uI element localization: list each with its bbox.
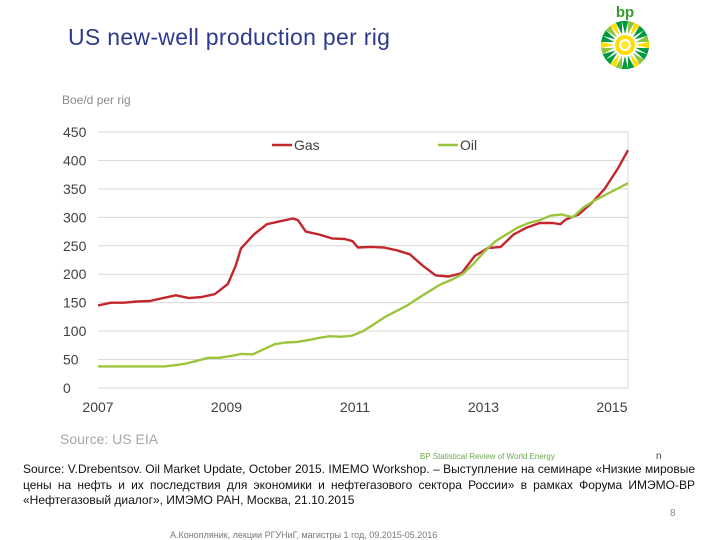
helios-petal [634, 50, 648, 60]
bp-helios-icon [600, 20, 650, 70]
x-tick-label: 2009 [211, 399, 242, 415]
x-tick-label: 2013 [468, 399, 499, 415]
y-tick-label: 50 [63, 352, 79, 368]
legend-label-gas: Gas [294, 137, 320, 153]
y-axis-label: Boe/d per rig [62, 93, 131, 107]
gridlines [98, 131, 629, 389]
series-lines [97, 149, 630, 368]
y-tick-label: 0 [63, 380, 71, 396]
helios-petal [602, 30, 616, 40]
footer-text: А.Конопляник, лекции РГУНиГ, магистры 1 … [170, 530, 438, 540]
helios-petal [615, 20, 623, 35]
helios-petal [630, 54, 640, 68]
citation-text: Source: V.Drebentsov. Oil Market Update,… [23, 462, 695, 507]
helios-petal [621, 21, 629, 34]
page-number: 8 [670, 508, 676, 519]
helios-petal [635, 47, 650, 55]
x-axis-ticks: 2007 2009 2011 2013 2015 [82, 399, 627, 415]
y-tick-label: 450 [63, 124, 87, 140]
series-line-gas [97, 149, 630, 307]
helios-petal [601, 41, 614, 49]
helios-petal [610, 22, 620, 36]
legend: Gas Oil [272, 137, 477, 153]
bp-logo-text: bp [615, 4, 635, 21]
helios-petal [621, 56, 629, 69]
helios-petal [615, 55, 623, 70]
helios-petal [634, 30, 648, 40]
helios-petal [627, 20, 635, 35]
y-tick-label: 350 [63, 181, 87, 197]
y-tick-label: 300 [63, 209, 87, 225]
helios-petal [632, 52, 645, 65]
corner-mark: n [656, 451, 662, 462]
x-tick-label: 2011 [340, 399, 370, 415]
y-tick-label: 250 [63, 238, 87, 254]
helios-petal [600, 35, 615, 43]
helios-petal [602, 50, 616, 60]
helios-petal [630, 22, 640, 36]
helios-petal [600, 47, 615, 55]
y-tick-label: 200 [63, 266, 87, 282]
slide-title: US new-well production per rig [68, 24, 391, 50]
bp-logo: bp [598, 4, 652, 70]
helios-petal [610, 54, 620, 68]
helios-petal [636, 41, 649, 49]
helios-petal [632, 25, 645, 38]
legend-label-oil: Oil [460, 137, 477, 153]
x-tick-label: 2007 [82, 399, 113, 415]
series-line-oil [98, 182, 629, 368]
watermark: BP Statistical Review of World Energy [420, 452, 555, 461]
helios-petal [605, 52, 618, 65]
source-note: Source: US EIA [60, 431, 159, 447]
helios-petal [627, 55, 635, 70]
y-tick-label: 100 [63, 323, 87, 339]
y-tick-label: 400 [63, 152, 87, 168]
helios-petal [605, 25, 618, 38]
y-axis-ticks: 0 50 100 150 200 250 300 350 400 450 [63, 124, 87, 396]
y-tick-label: 150 [63, 295, 87, 311]
x-tick-label: 2015 [596, 399, 627, 415]
helios-petal [635, 35, 650, 43]
